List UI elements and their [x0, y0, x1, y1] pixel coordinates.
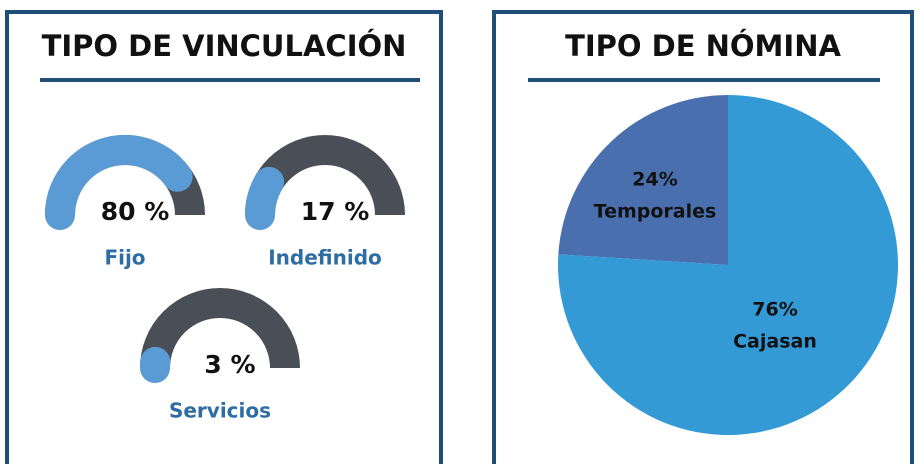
- panel-title: TIPO DE VINCULACIÓN: [42, 29, 407, 63]
- left-panel: [5, 10, 443, 464]
- panel-title: TIPO DE NÓMINA: [565, 29, 841, 63]
- gauge-name: Fijo: [104, 246, 145, 270]
- right-panel: [492, 10, 914, 464]
- gauge-label: 17 %: [301, 197, 370, 226]
- pie-slice: [558, 95, 728, 265]
- gauge-value: [45, 135, 193, 230]
- slice-value: 24%: [632, 169, 677, 191]
- gauge-track: [140, 288, 300, 369]
- gauge-label: 80 %: [101, 197, 170, 226]
- gauge-value: [245, 166, 285, 230]
- gauge-name: Indefinido: [268, 246, 382, 270]
- slice-name: Temporales: [594, 201, 717, 223]
- gauge-name: Servicios: [169, 399, 271, 423]
- slice-name: Cajasan: [733, 331, 817, 353]
- gauge-label: 3 %: [204, 350, 255, 379]
- slice-value: 76%: [752, 299, 797, 321]
- pie-slice: [558, 95, 898, 435]
